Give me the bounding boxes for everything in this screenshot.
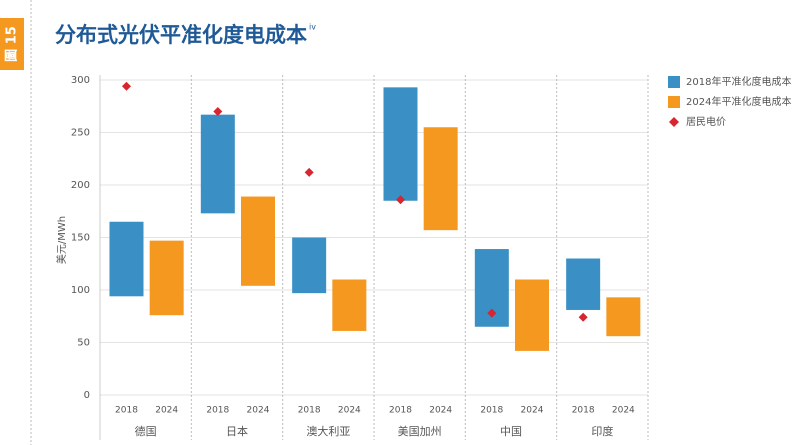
chart-title: 分布式光伏平准化度电成本: [55, 23, 307, 47]
range-bar: [241, 196, 276, 286]
bar-label: 2018: [206, 406, 229, 416]
marker: [121, 81, 131, 91]
y-tick-label: 0: [84, 390, 90, 401]
range-bar: [292, 237, 327, 294]
legend-swatch: [668, 96, 680, 108]
y-tick-label: 200: [71, 180, 90, 191]
bar-label: 2024: [338, 406, 361, 416]
legend-marker: [669, 117, 679, 127]
range-bar: [423, 127, 458, 231]
range-bar: [515, 279, 550, 351]
bar-label: 2024: [247, 406, 270, 416]
y-tick-label: 300: [71, 75, 90, 86]
range-bar: [566, 258, 601, 310]
range-bar: [383, 87, 418, 201]
bar-label: 2018: [572, 406, 595, 416]
y-tick-label: 250: [71, 128, 90, 139]
legend-label: 居民电价: [686, 115, 726, 128]
x-category-label: 美国加州: [398, 425, 442, 438]
bar-label: 2024: [429, 406, 452, 416]
title-note: iv: [309, 23, 316, 32]
x-category-label: 印度: [591, 424, 613, 438]
tab-label: 圖 15: [4, 26, 20, 62]
range-bar: [149, 240, 184, 316]
legend-label: 2024年平准化度电成本: [686, 95, 791, 108]
y-tick-label: 150: [71, 233, 90, 244]
range-bar: [200, 114, 235, 214]
legend-label: 2018年平准化度电成本: [686, 75, 791, 88]
marker: [304, 167, 314, 177]
range-bar: [606, 297, 641, 337]
marker: [487, 308, 497, 318]
x-category-label: 澳大利亚: [306, 424, 350, 438]
bar-label: 2018: [298, 406, 321, 416]
bar-label: 2018: [115, 406, 138, 416]
y-tick-label: 50: [77, 338, 90, 349]
x-category-label: 日本: [226, 424, 248, 438]
legend-swatch: [668, 76, 680, 88]
marker: [213, 107, 223, 116]
y-axis-label: 美元/MWh: [55, 216, 68, 264]
x-category-label: 中国: [500, 425, 522, 438]
bar-label: 2024: [612, 406, 635, 416]
bar-label: 2024: [155, 406, 178, 416]
y-tick-label: 100: [71, 285, 90, 296]
range-bar: [109, 221, 144, 297]
range-bar: [332, 279, 367, 331]
x-category-label: 德国: [135, 424, 157, 438]
bar-label: 2024: [521, 406, 544, 416]
tab: [0, 18, 24, 70]
marker: [578, 312, 588, 322]
bar-label: 2018: [480, 406, 503, 416]
marker: [395, 195, 405, 205]
bar-label: 2018: [389, 406, 412, 416]
